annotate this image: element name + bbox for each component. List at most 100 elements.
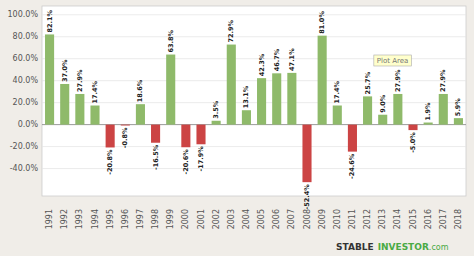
watermark: .com: [429, 243, 449, 252]
data-label: -17.9%: [197, 146, 205, 172]
bar: [287, 73, 296, 125]
bar: [181, 125, 190, 148]
x-tick-label: 1998: [151, 209, 160, 229]
x-tick-label: 2003: [227, 209, 236, 229]
y-tick-label: 0.0%: [18, 120, 39, 129]
y-tick-label: -40.0%: [10, 164, 39, 173]
x-tick-label: 2006: [272, 209, 281, 229]
bar: [196, 125, 205, 145]
x-tick-label: 1994: [91, 209, 100, 229]
x-tick-label: 2017: [439, 209, 448, 229]
data-label: -24.6%: [348, 153, 356, 179]
y-tick-label: 40.0%: [13, 76, 39, 85]
x-tick-label: 2010: [333, 209, 342, 229]
bar: [166, 55, 175, 125]
data-label: 3.5%: [212, 100, 220, 119]
bar: [257, 78, 266, 124]
x-tick-label: 1997: [136, 209, 145, 229]
bar: [378, 115, 387, 125]
data-label: 47.1%: [288, 48, 296, 71]
bar: [45, 34, 54, 124]
grid-line: [42, 14, 466, 15]
bar: [121, 124, 130, 126]
bar: [393, 94, 402, 125]
bar: [60, 84, 69, 125]
x-tick-label: 2001: [197, 209, 206, 229]
x-tick-label: 1999: [166, 209, 175, 229]
x-tick-label: 2009: [318, 209, 327, 229]
data-label: 42.3%: [258, 53, 266, 76]
x-tick-label: 1991: [45, 209, 54, 229]
bar: [333, 106, 342, 125]
data-label: 17.4%: [91, 80, 99, 103]
x-tick-label: 2004: [242, 209, 251, 229]
x-tick-label: 2015: [409, 209, 418, 229]
x-tick-label: 2008: [303, 209, 312, 229]
bar: [136, 104, 145, 124]
x-tick-label: 1996: [121, 209, 130, 229]
data-label: -16.5%: [152, 144, 160, 170]
x-tick-label: 2005: [257, 209, 266, 229]
bar: [272, 73, 281, 124]
bar: [106, 125, 115, 148]
y-tick-label: -20.0%: [10, 142, 39, 151]
x-tick-label: 1993: [75, 209, 84, 229]
bar: [302, 125, 311, 183]
annotation: Plot Area: [377, 57, 409, 65]
bar: [363, 96, 372, 124]
background: [0, 0, 474, 256]
plot-frame: [42, 6, 466, 196]
data-label: 37.0%: [61, 59, 69, 82]
y-tick-label: 20.0%: [13, 98, 39, 107]
data-label: -5.0%: [409, 132, 417, 153]
bar: [227, 45, 236, 125]
bar: [318, 36, 327, 125]
data-label: 81.0%: [318, 11, 326, 34]
data-label: 72.9%: [227, 20, 235, 43]
data-label: 17.4%: [333, 80, 341, 103]
data-label: 13.1%: [242, 85, 250, 108]
annotation-box: [374, 55, 412, 66]
chart: -40.0% -20.0% 0.0% 20.0% 40.0% 60.0% 80.0% 100.…: [0, 0, 474, 256]
data-label: 9.0%: [379, 94, 387, 113]
grid-line: [42, 80, 466, 81]
data-label: 27.9%: [439, 69, 447, 92]
data-label: 5.9%: [454, 98, 462, 117]
watermark: STABLE: [336, 242, 374, 252]
data-label: 63.8%: [167, 30, 175, 53]
bar: [242, 110, 251, 124]
data-label: 25.7%: [364, 71, 372, 94]
bar: [408, 125, 417, 130]
bar: [151, 125, 160, 143]
y-tick-label: 80.0%: [13, 32, 39, 41]
bar: [90, 106, 99, 125]
bar: [212, 121, 221, 125]
x-tick-label: 2011: [348, 209, 357, 229]
x-tick-label: 2000: [181, 209, 190, 229]
data-label: 27.9%: [394, 69, 402, 92]
x-tick-label: 2018: [454, 209, 463, 229]
data-label: 1.9%: [424, 102, 432, 121]
data-label: 82.1%: [46, 9, 54, 32]
x-tick-label: 2014: [393, 209, 402, 229]
x-tick-label: 1992: [60, 209, 69, 229]
data-label: 46.7%: [273, 48, 281, 71]
x-tick-label: 2002: [212, 209, 221, 229]
x-tick-label: 1995: [106, 209, 115, 229]
x-tick-label: 2016: [424, 209, 433, 229]
bars: [45, 34, 463, 182]
watermark: INVESTOR: [378, 242, 429, 252]
x-tick-label: 2007: [287, 209, 296, 229]
bar: [75, 94, 84, 125]
data-label: -52.4%: [303, 184, 311, 210]
x-tick-label: 2013: [378, 209, 387, 229]
grid-line: [42, 36, 466, 37]
data-label: 27.9%: [76, 69, 84, 92]
y-tick-label: 60.0%: [13, 54, 39, 63]
y-tick-label: 100.0%: [7, 10, 38, 19]
data-label: 18.6%: [136, 79, 144, 102]
bar: [424, 123, 433, 125]
data-label: -20.8%: [106, 149, 114, 175]
bar: [454, 118, 463, 124]
bar: [348, 125, 357, 152]
